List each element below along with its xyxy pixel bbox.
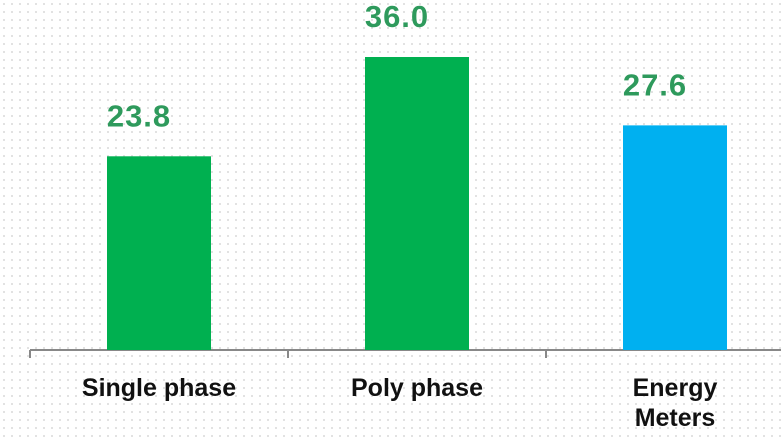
x-tick-label: Single phase (81, 374, 237, 402)
bar (365, 57, 469, 350)
bar (107, 156, 211, 350)
x-tick-label: Energy Meters (632, 374, 718, 432)
x-tick-label: Poly phase (351, 374, 483, 402)
value-label: 27.6 (623, 68, 687, 103)
value-label: 36.0 (365, 0, 429, 34)
value-label: 23.8 (107, 98, 171, 133)
bar (623, 125, 727, 350)
